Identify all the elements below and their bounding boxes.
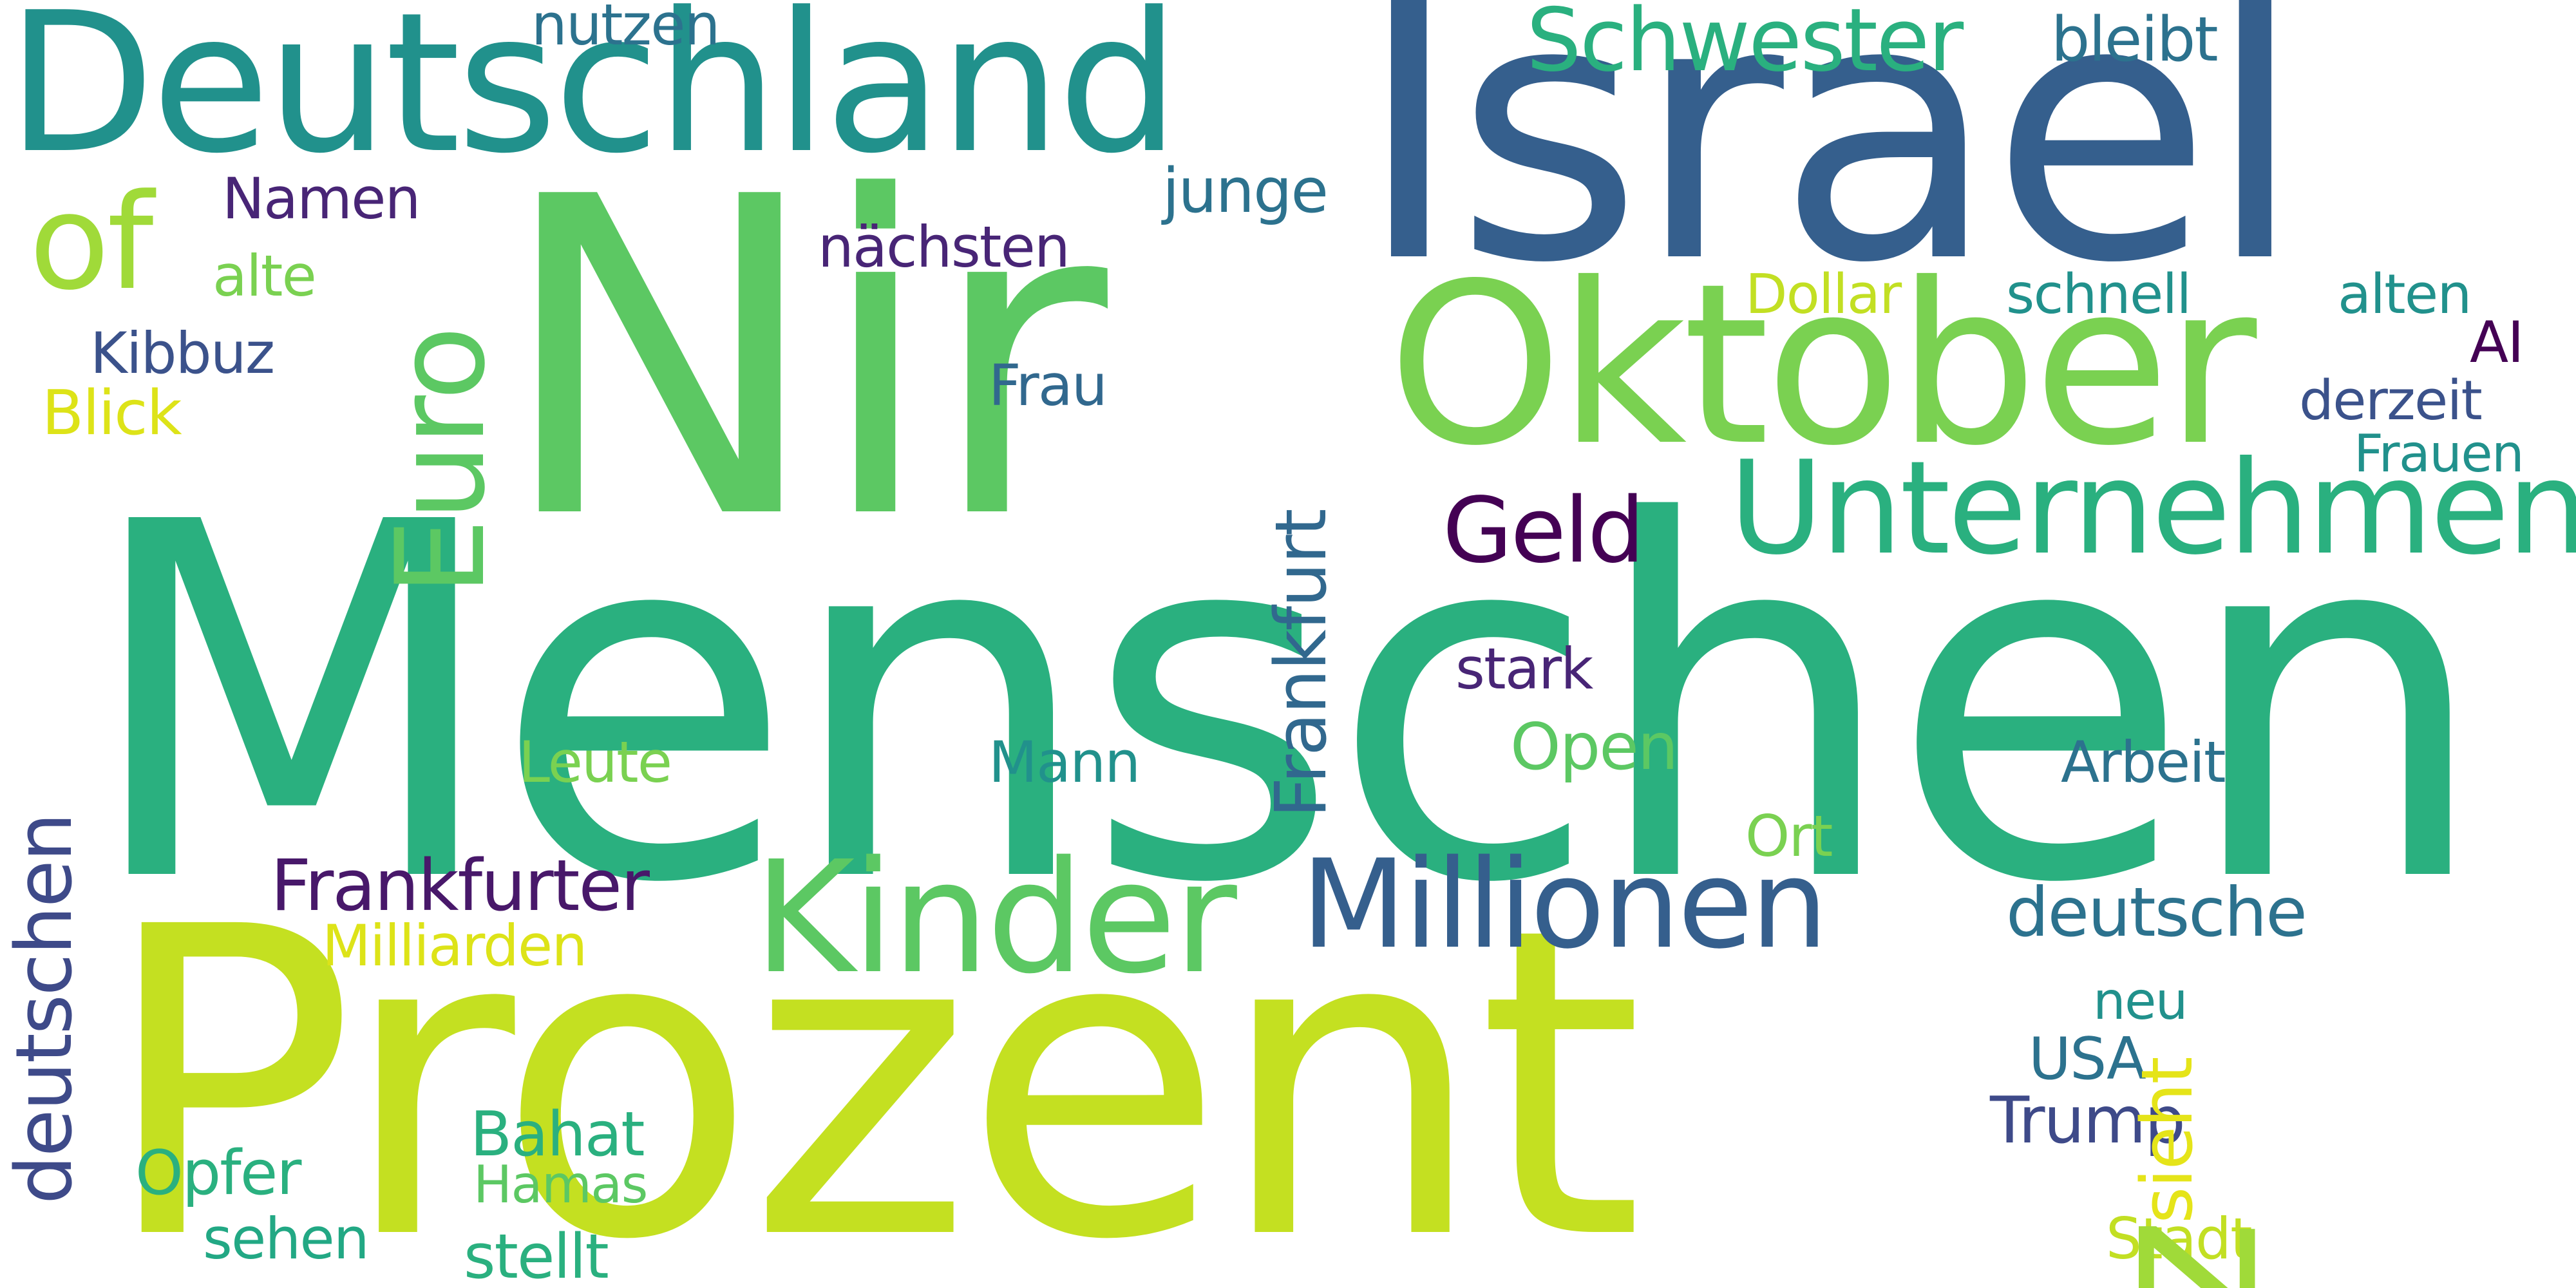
word-open: Open <box>1510 709 1678 784</box>
word-nutzen: nutzen <box>531 0 720 58</box>
word-oktober: Oktober <box>1388 236 2257 495</box>
word-usa: USA <box>2029 1025 2146 1093</box>
word-schnell: schnell <box>2006 263 2192 327</box>
word-derzeit: derzeit <box>2299 369 2483 433</box>
word-frankfurt: Frankfurt <box>1260 509 1342 818</box>
word-kinder: Kinder <box>753 828 1237 1008</box>
word-sehen: sehen <box>203 1206 370 1272</box>
word-bahat: Bahat <box>470 1099 645 1170</box>
word-nir: Nir <box>496 106 1108 615</box>
word-stadt: Stadt <box>2106 1206 2253 1272</box>
word-menschen: Menschen <box>80 421 2491 990</box>
word-naechsten: nächsten <box>818 214 1070 280</box>
word-deutschen: deutschen <box>0 814 90 1204</box>
word-deutsche: deutsche <box>2006 873 2307 952</box>
word-stellt: stellt <box>464 1222 609 1288</box>
word-ai: AI <box>2470 309 2524 375</box>
word-deutschland: Deutschland <box>6 0 1180 196</box>
word-stark: stark <box>1455 636 1593 702</box>
word-trump: Trump <box>1990 1083 2186 1158</box>
word-junge: junge <box>1162 156 1329 227</box>
word-millionen: Millionen <box>1301 833 1828 976</box>
word-kibbuz: Kibbuz <box>90 320 275 386</box>
word-milliarden: Milliarden <box>322 913 587 979</box>
word-frankfurter: Frankfurter <box>270 844 650 927</box>
word-geld: Geld <box>1443 478 1645 583</box>
word-alten: alten <box>2338 263 2472 327</box>
word-blick: Blick <box>42 378 182 449</box>
word-namen: Namen <box>222 166 421 232</box>
word-arbeit: Arbeit <box>2061 729 2226 795</box>
word-euro: Euro <box>370 328 512 596</box>
word-leute: Leute <box>518 729 672 795</box>
word-bleibt: bleibt <box>2051 5 2219 75</box>
word-dollar: Dollar <box>1745 263 1902 327</box>
word-ort: Ort <box>1745 803 1833 869</box>
word-frauen: Frauen <box>2354 424 2524 484</box>
word-prozent: Prozent <box>100 837 1643 1288</box>
word-alte: alte <box>213 243 317 309</box>
word-israel: Israel <box>1356 0 2305 342</box>
word-zu: zu <box>2088 1217 2336 1288</box>
word-mann: Mann <box>989 729 1141 795</box>
word-schwester: Schwester <box>1526 0 1964 91</box>
word-hamas: Hamas <box>473 1155 648 1215</box>
word-of: of <box>29 166 154 319</box>
word-opfer: Opfer <box>135 1138 301 1209</box>
word-frau: Frau <box>989 352 1108 419</box>
word-unternehmen: Unternehmen <box>1729 433 2576 583</box>
word-sieht: sieht <box>2126 1057 2208 1224</box>
word-neu: neu <box>2093 971 2188 1031</box>
